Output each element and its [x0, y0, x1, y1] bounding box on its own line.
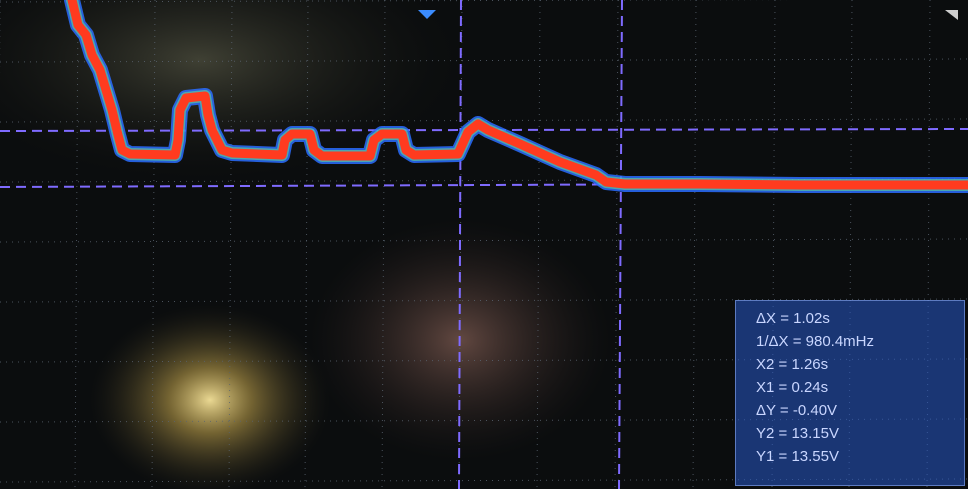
inverse-delta-x-readout: 1/ΔX = 980.4mHz	[756, 333, 874, 350]
delta-x-readout: ΔX = 1.02s	[756, 310, 830, 327]
delta-y-readout: ΔY = -0.40V	[756, 402, 838, 419]
measurement-panel: ΔX = 1.02s 1/ΔX = 980.4mHz X2 = 1.26s X1…	[735, 300, 965, 486]
cursor-x1	[458, 0, 462, 489]
edge-marker	[945, 10, 958, 20]
trace-line	[67, 0, 968, 190]
trigger-position-marker	[418, 10, 436, 19]
x2-readout: X2 = 1.26s	[756, 356, 829, 373]
glare-bottom-left	[90, 305, 330, 489]
y2-readout: Y2 = 13.15V	[756, 425, 839, 442]
trace	[64, 0, 968, 193]
x1-readout: X1 = 0.24s	[756, 379, 829, 396]
trigger-markers	[418, 10, 958, 20]
y1-readout: Y1 = 13.55V	[756, 448, 839, 465]
cursor-x2	[618, 0, 623, 489]
